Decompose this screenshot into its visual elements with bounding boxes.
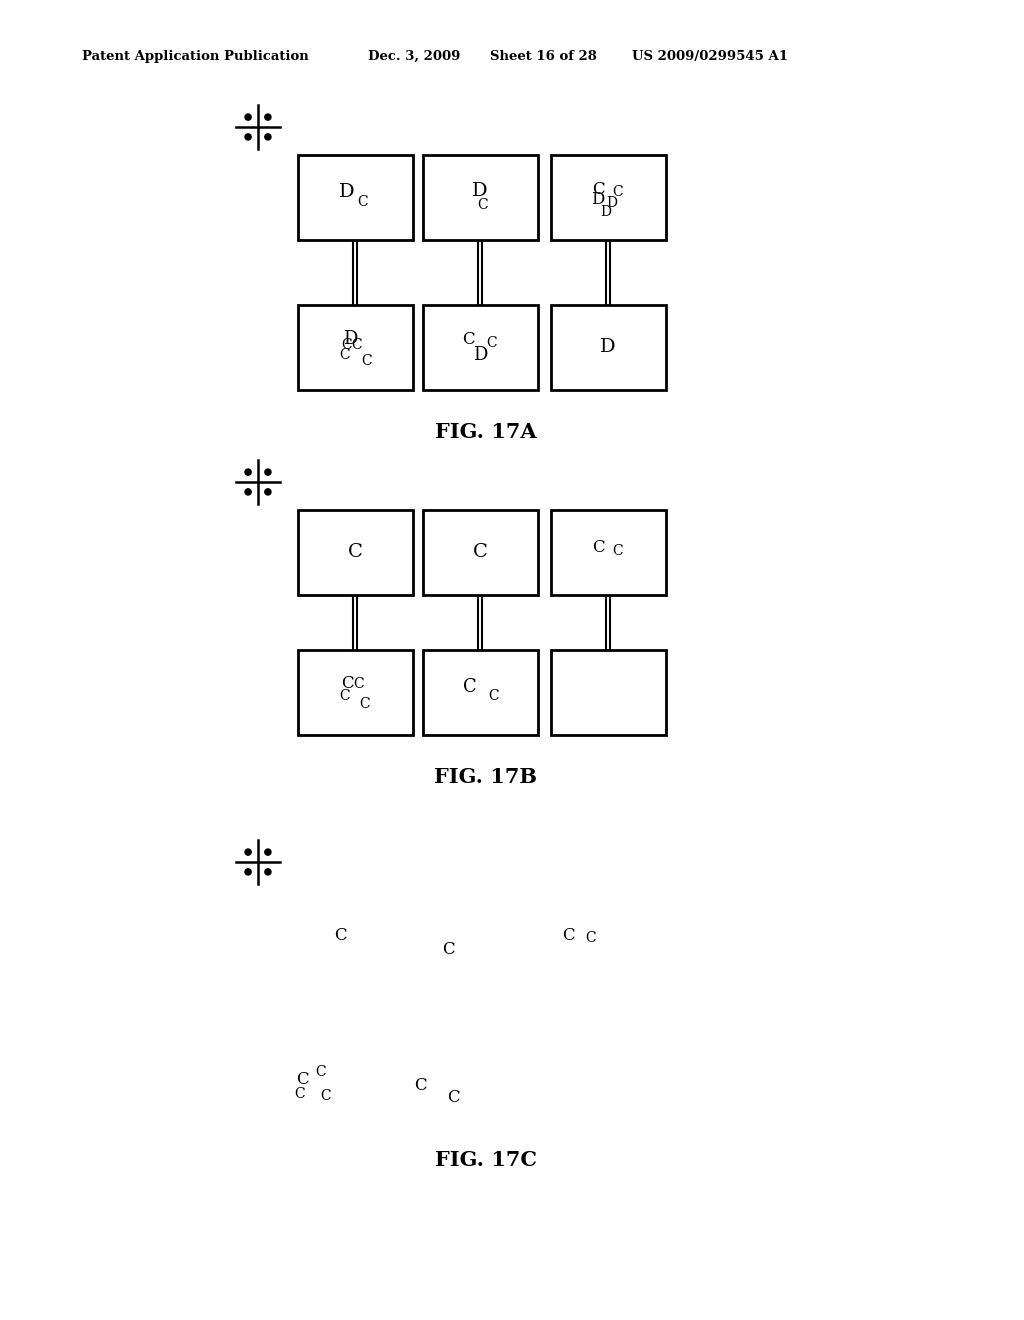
Text: D: D xyxy=(343,330,357,348)
Text: C: C xyxy=(296,1072,308,1089)
Text: C: C xyxy=(477,198,488,213)
Bar xyxy=(551,154,666,240)
Bar xyxy=(551,305,666,389)
Text: D: D xyxy=(606,195,617,210)
Text: C: C xyxy=(359,697,371,711)
Bar xyxy=(423,649,538,735)
Text: C: C xyxy=(612,544,624,558)
Text: C: C xyxy=(315,1065,327,1078)
Bar xyxy=(551,510,666,595)
Text: D: D xyxy=(600,338,615,356)
Text: C: C xyxy=(462,330,474,347)
Circle shape xyxy=(265,469,271,475)
Text: D: D xyxy=(339,183,354,201)
Text: C: C xyxy=(295,1086,305,1101)
Circle shape xyxy=(245,488,251,495)
Text: C: C xyxy=(486,337,498,350)
Text: C: C xyxy=(562,927,574,944)
Text: C: C xyxy=(612,185,624,199)
Text: Sheet 16 of 28: Sheet 16 of 28 xyxy=(490,50,597,63)
Text: D: D xyxy=(591,191,605,209)
Text: Dec. 3, 2009: Dec. 3, 2009 xyxy=(368,50,461,63)
Text: C: C xyxy=(334,927,346,944)
Text: C: C xyxy=(321,1089,332,1104)
Text: FIG. 17C: FIG. 17C xyxy=(435,1150,537,1170)
Text: D: D xyxy=(473,346,487,364)
Circle shape xyxy=(265,869,271,875)
Bar xyxy=(551,649,666,735)
Circle shape xyxy=(265,849,271,855)
Text: US 2009/0299545 A1: US 2009/0299545 A1 xyxy=(632,50,788,63)
Text: FIG. 17B: FIG. 17B xyxy=(434,767,538,787)
Text: C: C xyxy=(463,678,477,696)
Text: C: C xyxy=(446,1089,460,1106)
Text: C: C xyxy=(340,689,350,704)
Text: C: C xyxy=(342,338,352,352)
Text: C: C xyxy=(357,195,369,209)
Circle shape xyxy=(265,488,271,495)
Text: FIG. 17A: FIG. 17A xyxy=(435,422,537,442)
Circle shape xyxy=(245,469,251,475)
Text: C: C xyxy=(361,354,373,368)
Text: C: C xyxy=(414,1077,426,1093)
Bar xyxy=(298,649,413,735)
Bar xyxy=(298,510,413,595)
Circle shape xyxy=(245,114,251,120)
Circle shape xyxy=(245,849,251,855)
Circle shape xyxy=(245,133,251,140)
Bar xyxy=(298,305,413,389)
Circle shape xyxy=(245,869,251,875)
Text: C: C xyxy=(586,931,596,945)
Text: Patent Application Publication: Patent Application Publication xyxy=(82,50,309,63)
Circle shape xyxy=(265,133,271,140)
Circle shape xyxy=(265,114,271,120)
Bar xyxy=(298,154,413,240)
Text: C: C xyxy=(341,676,353,693)
Text: D: D xyxy=(600,205,611,219)
Bar xyxy=(423,305,538,389)
Text: C: C xyxy=(592,540,604,557)
Text: C: C xyxy=(351,338,362,352)
Text: C: C xyxy=(488,689,500,704)
Bar xyxy=(423,154,538,240)
Text: C: C xyxy=(441,941,455,958)
Bar xyxy=(423,510,538,595)
Text: C: C xyxy=(340,348,350,362)
Text: D: D xyxy=(472,182,487,201)
Text: C: C xyxy=(472,543,487,561)
Text: C: C xyxy=(592,181,604,198)
Text: C: C xyxy=(347,543,362,561)
Text: C: C xyxy=(353,677,365,690)
